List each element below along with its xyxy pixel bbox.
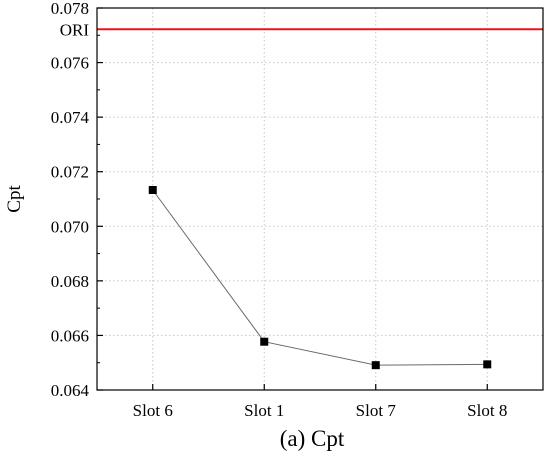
x-tick-label: Slot 7 <box>356 401 397 420</box>
y-tick-label: 0.072 <box>51 163 89 182</box>
reference-layer: ORI <box>60 20 543 39</box>
y-tick-label: 0.064 <box>51 381 90 400</box>
x-tick-label: Slot 8 <box>467 401 507 420</box>
y-tick-label: 0.066 <box>51 326 89 345</box>
y-tick-label: 0.070 <box>51 217 89 236</box>
data-point-marker <box>371 361 380 370</box>
y-tick-label: 0.068 <box>51 272 89 291</box>
chart-caption: (a) Cpt <box>280 426 345 451</box>
plot-frame <box>96 7 544 391</box>
ori-reference-label: ORI <box>60 20 90 39</box>
data-point-marker <box>260 337 269 346</box>
y-tick-label: 0.074 <box>51 108 90 127</box>
x-tick-label: Slot 6 <box>133 401 173 420</box>
data-point-marker <box>148 185 157 194</box>
grid-layer <box>97 8 543 390</box>
x-tick-label: Slot 1 <box>244 401 284 420</box>
y-tick-label: 0.078 <box>51 0 89 18</box>
y-axis-title: Cpt <box>4 185 25 213</box>
data-point-marker <box>483 360 492 369</box>
series-layer <box>148 185 492 370</box>
series-line <box>152 189 488 366</box>
y-tick-label: 0.076 <box>51 54 89 73</box>
ticks-layer: 0.064 0.066 0.068 0.070 0.072 0.074 0.076 0.078… <box>51 0 508 420</box>
